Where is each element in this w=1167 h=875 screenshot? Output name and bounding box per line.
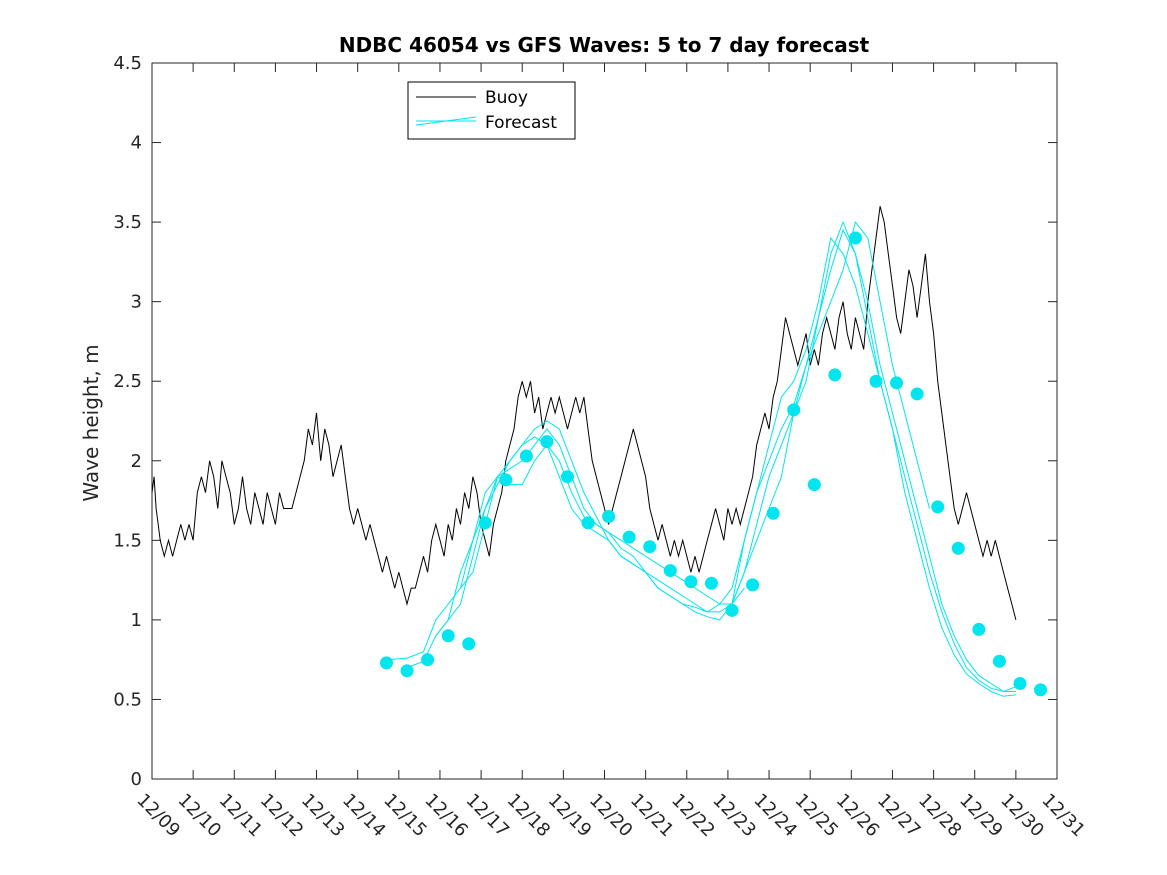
forecast-marker — [807, 478, 821, 492]
forecast-marker — [663, 564, 677, 578]
forecast-marker — [519, 449, 533, 463]
forecast-marker — [931, 500, 945, 514]
y-tick-label: 1 — [131, 610, 142, 631]
forecast-marker — [400, 664, 414, 678]
buoy-series-line — [151, 206, 1017, 621]
forecast-marker — [704, 576, 718, 590]
forecast-marker — [478, 516, 492, 530]
y-tick-label: 2.5 — [113, 371, 142, 392]
legend-forecast-swatch-2 — [415, 116, 477, 126]
forecast-marker — [1013, 677, 1027, 691]
legend-box — [407, 81, 576, 140]
chart-title: NDBC 46054 vs GFS Waves: 5 to 7 day fore… — [339, 33, 870, 57]
forecast-marker — [462, 637, 476, 651]
forecast-marker — [725, 603, 739, 617]
forecast-marker — [1034, 683, 1048, 697]
forecast-marker — [560, 470, 574, 484]
forecast-marker — [499, 473, 513, 487]
y-tick-label: 0 — [131, 769, 142, 790]
forecast-marker — [972, 622, 986, 636]
forecast-marker — [746, 578, 760, 592]
legend-forecast-label: Forecast — [485, 113, 557, 133]
forecast-marker — [441, 629, 455, 643]
forecast-marker — [421, 653, 435, 667]
forecast-member-line — [460, 220, 1017, 693]
forecast-marker — [848, 231, 862, 245]
y-tick-label: 4 — [131, 133, 142, 154]
forecast-marker — [828, 368, 842, 382]
forecast-marker — [890, 376, 904, 390]
forecast-marker — [951, 541, 965, 555]
legend-buoy-label: Buoy — [485, 88, 528, 108]
forecast-member-line — [731, 236, 1016, 697]
y-tick-label: 2 — [131, 451, 142, 472]
legend: Buoy Forecast — [407, 81, 576, 140]
forecast-marker — [540, 435, 554, 449]
forecast-marker — [622, 530, 636, 544]
y-tick-label: 0.5 — [113, 689, 142, 710]
forecast-marker — [379, 656, 393, 670]
forecast-marker — [992, 654, 1006, 668]
y-tick-label: 4.5 — [113, 53, 142, 74]
forecast-marker — [869, 374, 883, 388]
forecast-marker — [581, 516, 595, 530]
forecast-marker — [643, 540, 657, 554]
forecast-marker — [766, 506, 780, 520]
y-tick-label: 3.5 — [113, 212, 142, 233]
y-tick-label: 1.5 — [113, 530, 142, 551]
forecast-marker — [910, 387, 924, 401]
forecast-marker — [684, 575, 698, 589]
forecast-marker — [787, 403, 801, 417]
y-axis-label: Wave height, m — [79, 344, 103, 501]
y-tick-label: 3 — [131, 292, 142, 313]
forecast-marker — [602, 509, 616, 523]
